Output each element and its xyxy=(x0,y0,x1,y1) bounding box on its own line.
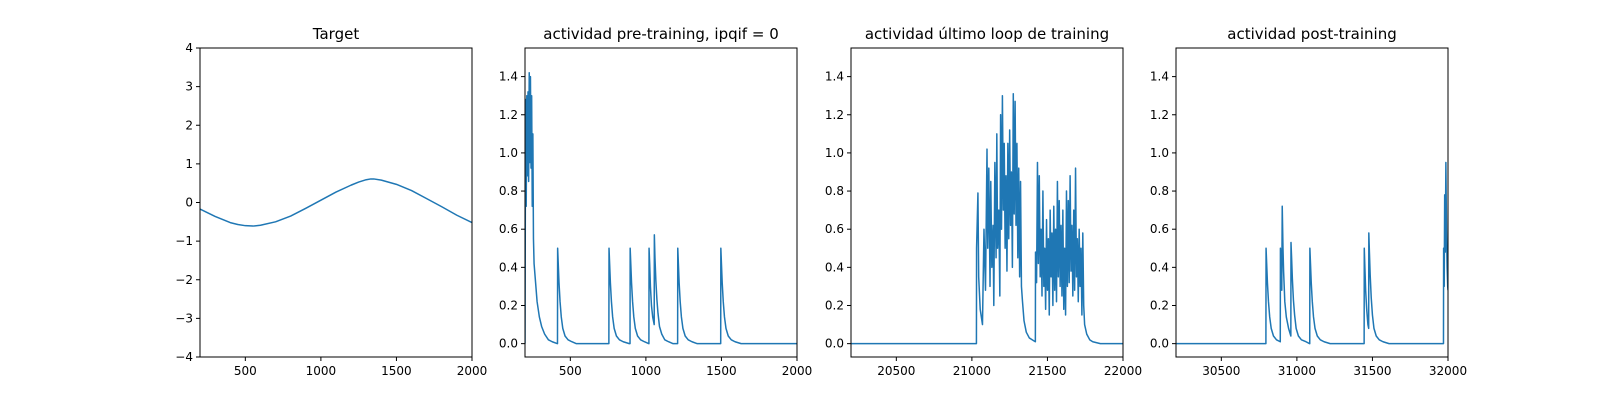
x-tick-label: 22000 xyxy=(1104,364,1142,378)
chart-panel-1: Target 500 1000 1500 2000 −4 −3 −2 −1 0 1 2 3 4 xyxy=(175,25,487,378)
y-tick-label: 1.4 xyxy=(499,70,518,84)
series-line-1 xyxy=(525,72,797,345)
y-tick-label: 0 xyxy=(185,196,193,210)
y-tick-label: 0.6 xyxy=(825,222,844,236)
y-tick-label: 0.4 xyxy=(1150,260,1169,274)
chart-title: Target xyxy=(312,25,360,43)
y-tick-label: −3 xyxy=(175,311,193,325)
chart-title: actividad post-training xyxy=(1227,25,1396,43)
chart-panel-2: actividad pre-training, ipqif = 0 500 1000… xyxy=(499,25,812,378)
series-line-1 xyxy=(200,178,472,227)
y-tick-label: 1.4 xyxy=(1150,70,1169,84)
y-tick-label: 3 xyxy=(185,80,193,94)
y-tick-label: 0.6 xyxy=(1150,222,1169,236)
y-tick-label: 1.0 xyxy=(1150,146,1169,160)
y-tick-label: 0.6 xyxy=(499,222,518,236)
y-tick-label: 1.4 xyxy=(825,70,844,84)
x-tick-label: 21500 xyxy=(1028,364,1066,378)
y-tick-label: 2 xyxy=(185,118,193,132)
y-tick-label: 0.4 xyxy=(499,260,518,274)
y-tick-label: 1.0 xyxy=(825,146,844,160)
x-tick-label: 30500 xyxy=(1202,364,1240,378)
x-tick-label: 500 xyxy=(559,364,582,378)
y-tick-label: −1 xyxy=(175,234,193,248)
y-tick-label: 0.2 xyxy=(825,299,844,313)
y-tick-label: 1.2 xyxy=(825,108,844,122)
plot-frame xyxy=(1175,47,1449,358)
series-line-1 xyxy=(851,93,1123,345)
x-tick-label: 2000 xyxy=(782,364,813,378)
y-tick-label: 0.0 xyxy=(825,337,844,351)
plot-frame xyxy=(524,47,798,358)
y-tick-label: −2 xyxy=(175,273,193,287)
plot-frame xyxy=(850,47,1124,358)
x-tick-label: 1500 xyxy=(381,364,412,378)
y-tick-label: 4 xyxy=(185,41,193,55)
y-tick-label: 0.0 xyxy=(499,337,518,351)
x-tick-label: 20500 xyxy=(877,364,915,378)
y-tick-label: 1.2 xyxy=(499,108,518,122)
x-tick-label: 2000 xyxy=(457,364,488,378)
chart-panel-4: actividad post-training 30500 31000 31500 32… xyxy=(1150,25,1467,378)
x-tick-label: 1000 xyxy=(306,364,337,378)
x-tick-label: 500 xyxy=(234,364,257,378)
y-tick-label: 0.8 xyxy=(1150,184,1169,198)
y-tick-label: −4 xyxy=(175,350,193,364)
chart-title: actividad pre-training, ipqif = 0 xyxy=(543,25,779,43)
y-tick-label: 0.4 xyxy=(825,260,844,274)
y-tick-label: 0.0 xyxy=(1150,337,1169,351)
chart-panel-3: actividad último loop de training 20500 21… xyxy=(825,25,1142,378)
x-tick-label: 21000 xyxy=(953,364,991,378)
y-tick-label: 0.8 xyxy=(825,184,844,198)
x-tick-label: 1500 xyxy=(706,364,737,378)
x-tick-label: 1000 xyxy=(631,364,662,378)
plot-frame xyxy=(199,47,473,358)
y-tick-label: 0.2 xyxy=(499,299,518,313)
x-tick-label: 32000 xyxy=(1429,364,1467,378)
y-tick-label: 1.2 xyxy=(1150,108,1169,122)
x-tick-label: 31500 xyxy=(1353,364,1391,378)
series-line-1 xyxy=(1176,161,1448,345)
chart-title: actividad último loop de training xyxy=(865,25,1109,43)
y-tick-label: 0.2 xyxy=(1150,299,1169,313)
y-tick-label: 1.0 xyxy=(499,146,518,160)
y-tick-label: 1 xyxy=(185,157,193,171)
x-tick-label: 31000 xyxy=(1278,364,1316,378)
y-tick-label: 0.8 xyxy=(499,184,518,198)
